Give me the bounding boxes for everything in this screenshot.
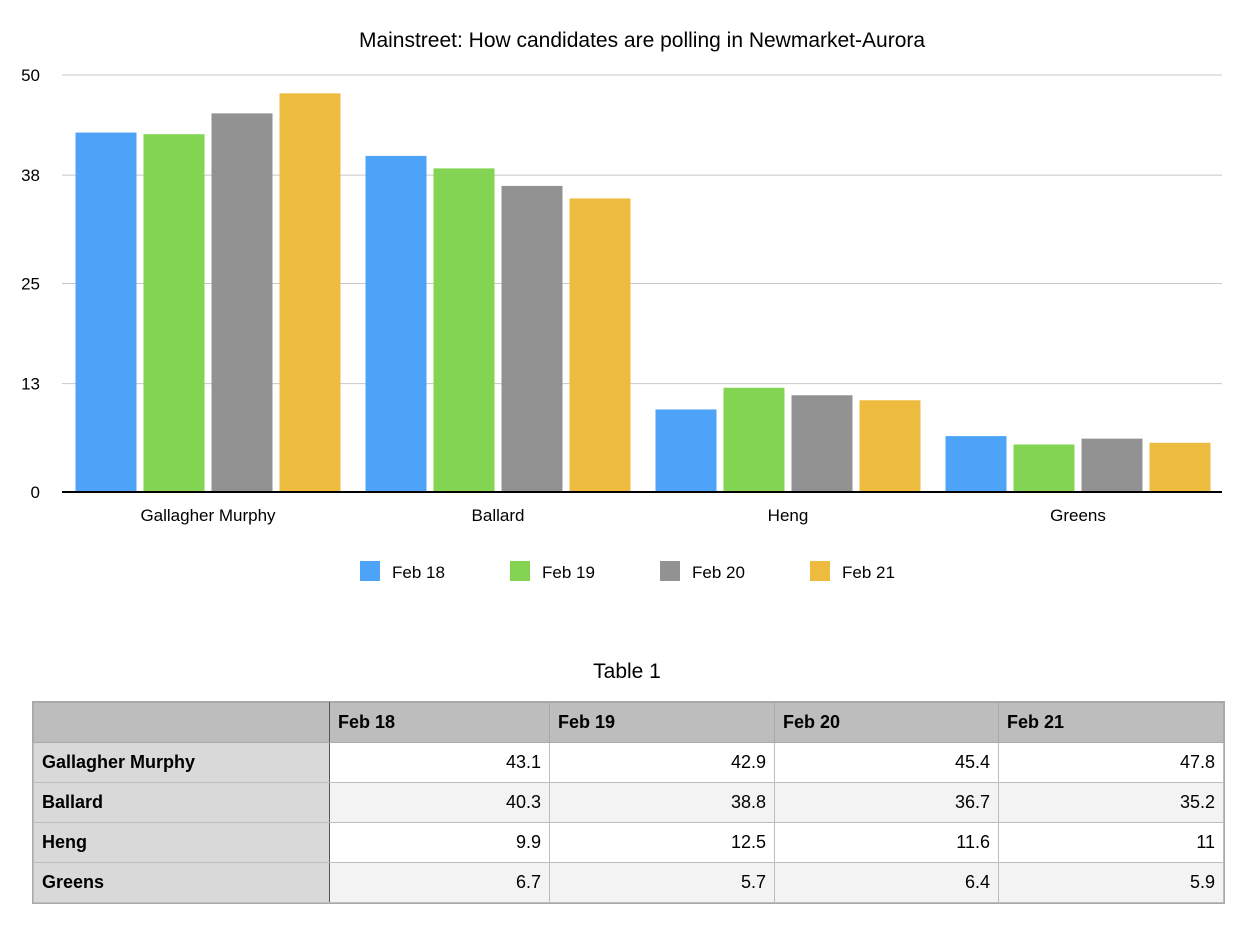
table-row: Gallagher Murphy 43.1 42.9 45.4 47.8 [33, 742, 1224, 783]
table-row: Heng 9.9 12.5 11.6 11 [33, 822, 1224, 863]
bar [1149, 442, 1211, 492]
bar [569, 198, 631, 492]
y-axis-ticks: 0 13 25 38 50 [21, 66, 40, 502]
bars [75, 93, 1211, 493]
table-header-row: Feb 18 Feb 19 Feb 20 Feb 21 [33, 702, 1224, 743]
legend-label: Feb 21 [842, 563, 895, 582]
bar [859, 400, 921, 492]
bar [501, 185, 563, 492]
table-row-label: Gallagher Murphy [33, 742, 330, 783]
table-cell: 42.9 [549, 742, 775, 783]
table-cell: 5.7 [549, 862, 775, 903]
bar [1081, 438, 1143, 492]
y-tick-label: 0 [31, 483, 40, 502]
category-label: Heng [768, 506, 809, 525]
bar [365, 155, 427, 492]
table-header-cell: Feb 20 [774, 702, 999, 743]
legend-swatch [510, 561, 530, 581]
y-tick-label: 25 [21, 275, 40, 294]
table-row: Ballard 40.3 38.8 36.7 35.2 [33, 782, 1224, 823]
bar [211, 113, 273, 492]
table-corner-cell [33, 702, 330, 743]
table-cell: 45.4 [774, 742, 999, 783]
table-caption: Table 1 [593, 660, 661, 683]
table-cell: 35.2 [998, 782, 1224, 823]
table-header-cell: Feb 21 [998, 702, 1224, 743]
legend-label: Feb 19 [542, 563, 595, 582]
table-cell: 43.1 [329, 742, 550, 783]
legend-label: Feb 20 [692, 563, 745, 582]
category-label: Ballard [472, 506, 525, 525]
table-cell: 9.9 [329, 822, 550, 863]
table-cell: 6.7 [329, 862, 550, 903]
table-cell: 11 [998, 822, 1224, 863]
legend-swatch [360, 561, 380, 581]
table-cell: 40.3 [329, 782, 550, 823]
category-label: Greens [1050, 506, 1106, 525]
table-cell: 36.7 [774, 782, 999, 823]
bar [1013, 444, 1075, 492]
legend-label: Feb 18 [392, 563, 445, 582]
bar [655, 409, 717, 492]
bar [723, 387, 785, 492]
table-cell: 6.4 [774, 862, 999, 903]
table-header-cell: Feb 19 [549, 702, 775, 743]
table-cell: 47.8 [998, 742, 1224, 783]
table-cell: 12.5 [549, 822, 775, 863]
y-tick-label: 38 [21, 166, 40, 185]
category-label: Gallagher Murphy [140, 506, 276, 525]
bar [279, 93, 341, 493]
category-labels: Gallagher Murphy Ballard Heng Greens [140, 506, 1105, 525]
bar [75, 132, 137, 492]
table-row-label: Heng [33, 822, 330, 863]
table-row-label: Greens [33, 862, 330, 903]
table-row: Greens 6.7 5.7 6.4 5.9 [33, 862, 1224, 903]
table-cell: 11.6 [774, 822, 999, 863]
table-cell: 38.8 [549, 782, 775, 823]
bar [143, 134, 205, 493]
table-row-label: Ballard [33, 782, 330, 823]
table-header-cell: Feb 18 [329, 702, 550, 743]
bar [791, 395, 853, 492]
legend-swatch [660, 561, 680, 581]
bar [433, 168, 495, 492]
bar-chart: Mainstreet: How candidates are polling i… [21, 29, 1222, 582]
data-table: Feb 18 Feb 19 Feb 20 Feb 21 Gallagher Mu… [32, 701, 1225, 904]
chart-title: Mainstreet: How candidates are polling i… [359, 29, 925, 52]
y-tick-label: 13 [21, 375, 40, 394]
legend: Feb 18 Feb 19 Feb 20 Feb 21 [360, 561, 895, 582]
legend-swatch [810, 561, 830, 581]
y-tick-label: 50 [21, 66, 40, 85]
bar [945, 436, 1007, 492]
table-cell: 5.9 [998, 862, 1224, 903]
